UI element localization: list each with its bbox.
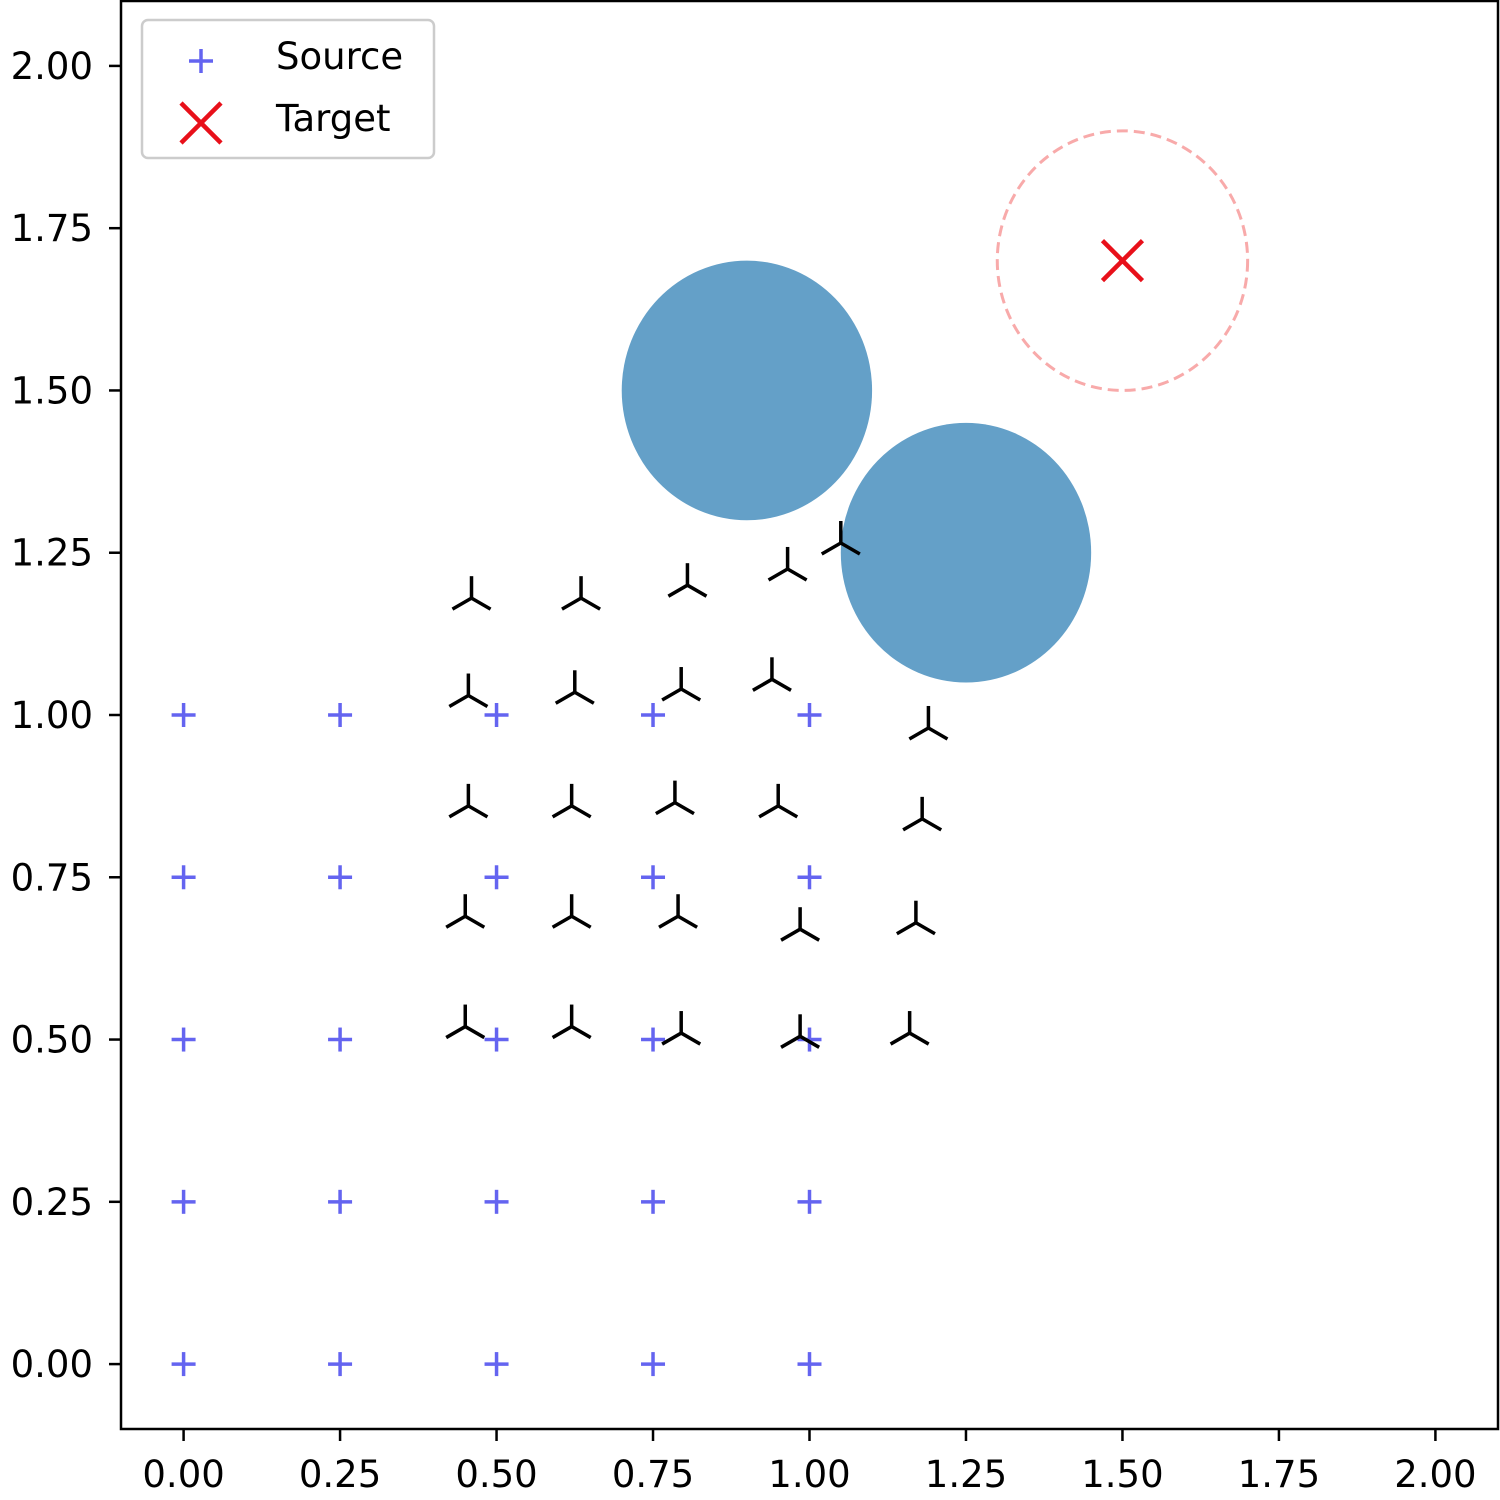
moved-point [448,673,489,709]
moved-point [445,894,486,929]
source-point [484,1027,509,1052]
moved-point [445,1004,486,1040]
source-point [484,1352,509,1377]
source-point [484,1189,509,1214]
x-tick-label: 0.50 [455,1453,537,1496]
legend: Source Target [140,18,436,160]
moved-point [655,780,695,816]
source-point [797,1189,822,1214]
moved-point [551,783,592,819]
moved-point [551,1004,592,1040]
moved-point [758,783,799,819]
source-point [797,703,822,727]
source-point [328,1189,353,1214]
source-point [484,865,509,890]
source-point [171,1027,196,1052]
moved-point [658,894,698,929]
legend-source-marker [189,49,213,73]
moved-point [780,907,821,942]
moved-point [820,520,861,556]
moved-point [661,1011,702,1046]
moved-point [780,1014,821,1049]
x-tick-label: 2.00 [1394,1453,1476,1496]
source-point [484,703,509,727]
legend-label-target: Target [275,97,390,140]
moved-point [767,546,808,582]
moved-point [667,563,708,598]
source-point [171,1189,196,1214]
moved-point [551,894,592,929]
moved-point [895,900,936,936]
source-point [328,1027,353,1052]
x-tick-label: 0.00 [142,1453,224,1496]
source-point [797,1027,822,1052]
source-point [641,1027,666,1052]
x-tick-label: 0.25 [299,1453,381,1496]
source-point [641,1352,666,1377]
y-tick-label: 1.00 [11,694,93,737]
y-tick-label: 0.25 [11,1181,93,1224]
source-point [328,865,353,890]
source-point [171,703,196,727]
y-tick-label: 0.00 [11,1343,93,1386]
moved-point [448,783,489,819]
y-tick-label: 2.00 [11,45,93,88]
x-tick-label: 1.75 [1238,1453,1320,1496]
chart-axes: 0.00 0.25 0.50 0.75 1.00 1.25 1.50 1.75 2.00 0.00… [11,45,1477,1496]
x-tick-label: 0.75 [612,1453,694,1496]
x-tick-label: 1.00 [768,1453,850,1496]
x-tick-label: 1.50 [1081,1453,1163,1496]
source-point [797,865,822,890]
source-point [328,703,353,727]
moved-point [561,576,601,611]
moved-point [451,576,492,611]
source-point [328,1352,353,1377]
source-point [641,865,666,890]
chart-points [171,239,1145,1377]
legend-target-marker [179,101,223,145]
legend-label-source: Source [276,35,403,78]
y-tick-label: 1.75 [11,207,93,250]
moved-point [908,705,949,741]
obstacle-circle [621,260,873,521]
legend-markers [179,49,223,145]
legend-box [140,18,436,160]
source-point [641,1189,666,1214]
source-point [641,703,666,727]
moved-point [752,657,792,692]
source-point [797,1352,822,1377]
target-point [1100,239,1145,283]
obstacle-circle [840,422,1092,683]
y-tick-label: 1.25 [11,532,93,575]
moved-point [661,667,702,702]
y-tick-label: 0.75 [11,856,93,899]
y-tick-label: 0.50 [11,1019,93,1062]
y-tick-label: 1.50 [11,369,93,412]
moved-point [902,796,943,832]
moved-point [554,670,595,705]
moved-point [889,1011,930,1046]
target-region-circle [995,129,1250,392]
source-point [171,1352,196,1377]
x-tick-label: 1.25 [925,1453,1007,1496]
chart-patches [621,129,1250,683]
source-point [171,865,196,890]
